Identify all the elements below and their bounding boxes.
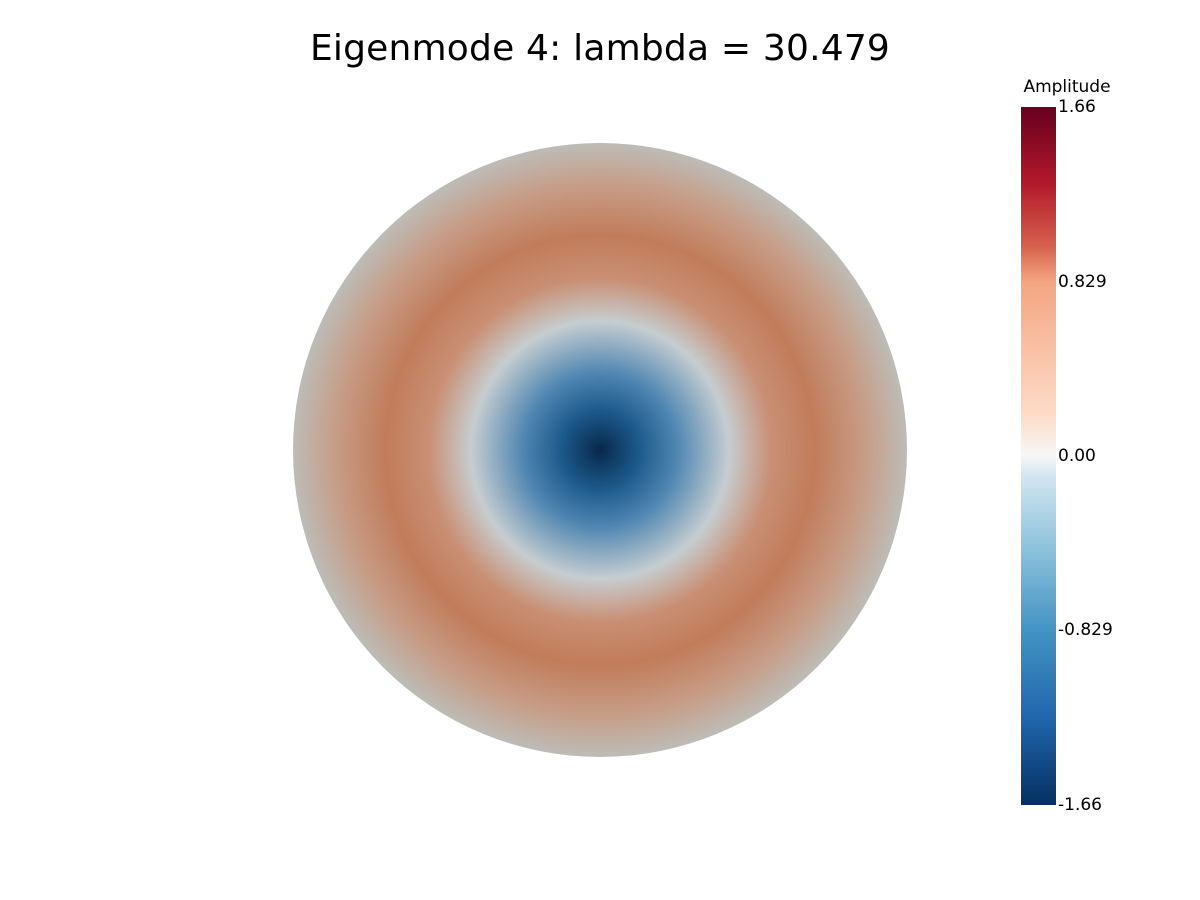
colorbar-tick-lower: -0.829 (1058, 620, 1113, 641)
colorbar-tick-upper: 0.829 (1058, 271, 1107, 292)
colorbar-gradient (1021, 107, 1056, 805)
colorbar-title: Amplitude (1023, 77, 1111, 97)
colorbar-tick-zero: 0.00 (1058, 446, 1096, 466)
colorbar-tick-min: -1.66 (1058, 795, 1102, 815)
colorbar-tick-max: 1.66 (1058, 97, 1096, 117)
eigenmode-disk (293, 143, 907, 757)
plot-title: Eigenmode 4: lambda = 30.479 (309, 28, 891, 69)
